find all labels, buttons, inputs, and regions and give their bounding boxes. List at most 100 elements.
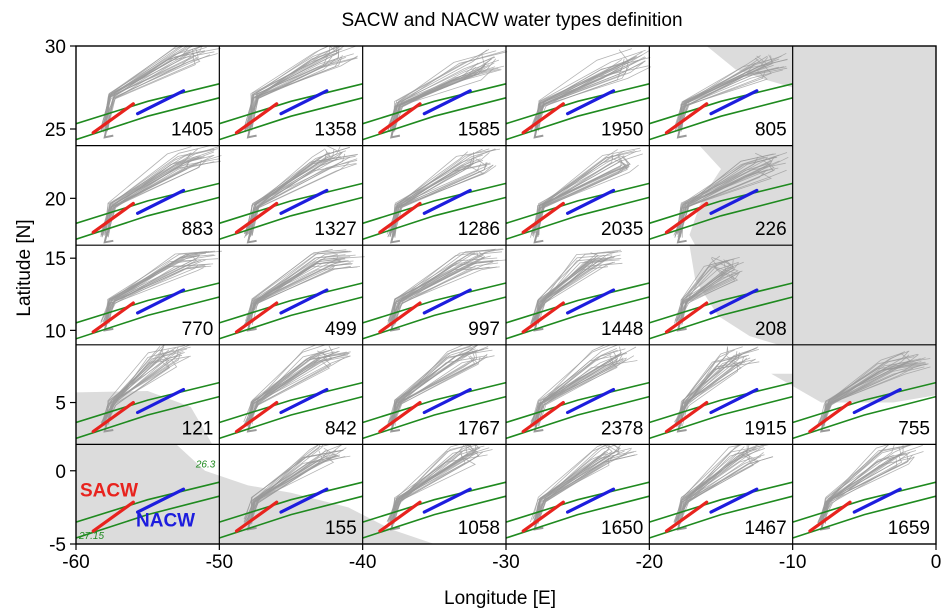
trajectory-line bbox=[251, 156, 351, 236]
nacw-segment bbox=[136, 487, 186, 514]
trajectory-start bbox=[533, 123, 544, 139]
panel-count: 226 bbox=[755, 219, 787, 240]
trajectory-line bbox=[102, 354, 183, 426]
y-tick-label: 5 bbox=[55, 394, 66, 415]
trajectory-line bbox=[103, 46, 184, 126]
trajectory-line bbox=[677, 446, 764, 522]
x-axis-label: Longitude [E] bbox=[444, 588, 556, 609]
trajectory-line bbox=[675, 154, 780, 233]
trajectory-line bbox=[390, 356, 481, 426]
panel-count: 883 bbox=[182, 219, 214, 240]
panel-3-5 bbox=[792, 350, 936, 440]
isopycnal-line bbox=[505, 495, 650, 539]
panel-count: 155 bbox=[325, 518, 357, 539]
panel-count: 1585 bbox=[458, 120, 500, 141]
trajectory-line bbox=[674, 456, 774, 525]
panel-count: 1950 bbox=[601, 120, 643, 141]
isopycnal-line bbox=[792, 481, 936, 523]
sacw-segment bbox=[664, 500, 709, 533]
land-area bbox=[771, 344, 936, 403]
isopycnal-line bbox=[76, 97, 220, 141]
isopycnal-line bbox=[362, 296, 507, 340]
isopycnal-line bbox=[792, 395, 936, 440]
panel-3-4 bbox=[649, 346, 793, 440]
nacw-label: NACW bbox=[136, 510, 195, 531]
isopycnal-label-lower: 27.15 bbox=[78, 531, 104, 542]
x-tick-label: -50 bbox=[206, 552, 233, 573]
panel-0-3 bbox=[505, 48, 652, 141]
trajectory-line bbox=[822, 444, 911, 521]
sacw-segment bbox=[664, 102, 709, 135]
sacw-segment bbox=[521, 500, 565, 533]
trajectory-line bbox=[102, 46, 182, 127]
x-tick-label: -60 bbox=[62, 552, 89, 573]
isopycnal-line bbox=[505, 381, 650, 424]
isopycnal-line bbox=[76, 282, 220, 324]
isopycnal-line bbox=[76, 296, 220, 340]
trajectory-line bbox=[246, 151, 343, 235]
trajectory-line bbox=[537, 344, 620, 422]
trajectory-line bbox=[394, 344, 476, 422]
nacw-segment bbox=[279, 487, 329, 514]
trajectory-line bbox=[245, 265, 335, 326]
trajectory-line bbox=[391, 444, 474, 521]
trajectory-line bbox=[247, 357, 345, 427]
trajectory-line bbox=[537, 453, 628, 524]
trajectory-line bbox=[532, 444, 604, 520]
land-mask bbox=[792, 46, 936, 345]
nacw-segment bbox=[136, 188, 186, 215]
trajectory-line bbox=[391, 148, 483, 233]
trajectory-line bbox=[245, 250, 348, 322]
isopycnal-line bbox=[219, 282, 363, 324]
sacw-segment bbox=[521, 301, 565, 334]
trajectory-line bbox=[675, 263, 739, 323]
trajectory-line bbox=[676, 444, 741, 520]
trajectory-line bbox=[824, 366, 925, 427]
panel-2-0 bbox=[76, 250, 222, 340]
panel-count: 1286 bbox=[458, 219, 500, 240]
trajectory-line bbox=[532, 454, 636, 525]
panel-count: 2035 bbox=[601, 219, 643, 240]
y-tick-label: 15 bbox=[45, 249, 66, 270]
nacw-segment bbox=[709, 487, 759, 514]
trajectory-line bbox=[535, 262, 623, 325]
nacw-segment bbox=[422, 188, 472, 215]
nacw-segment bbox=[136, 388, 186, 415]
panel-4-2 bbox=[362, 444, 507, 539]
sacw-segment bbox=[521, 102, 565, 135]
trajectory-line bbox=[677, 448, 766, 522]
panel-1-2 bbox=[362, 148, 507, 244]
sacw-segment bbox=[664, 201, 709, 234]
isopycnal-line bbox=[505, 395, 650, 440]
trajectory-line bbox=[105, 359, 170, 427]
panel-2-3 bbox=[505, 249, 650, 340]
trajectory-line bbox=[103, 46, 179, 127]
trajectory-line bbox=[530, 149, 618, 233]
nacw-segment bbox=[136, 288, 186, 315]
isopycnal-label-upper: 26.3 bbox=[195, 459, 216, 470]
isopycnal-line bbox=[362, 196, 507, 240]
isopycnal-line bbox=[792, 381, 936, 424]
trajectory-line bbox=[389, 56, 495, 129]
trajectory-line bbox=[393, 355, 479, 426]
trajectory-line bbox=[100, 355, 191, 426]
panels-layer: 1405 1358 1585 1950 805 883 1327 1286 2035 226 770… bbox=[76, 46, 936, 544]
trajectory-line bbox=[681, 259, 730, 322]
nacw-segment bbox=[565, 89, 616, 116]
trajectory-line bbox=[251, 454, 341, 524]
sacw-segment bbox=[234, 401, 279, 434]
trajectory-line bbox=[243, 444, 320, 520]
panel-1-1 bbox=[219, 145, 363, 244]
panel-count: 1327 bbox=[314, 219, 356, 240]
trajectory-line bbox=[104, 356, 190, 426]
trajectory-line bbox=[533, 256, 616, 323]
nacw-segment bbox=[422, 487, 472, 514]
isopycnal-line bbox=[649, 196, 793, 240]
trajectory-line bbox=[247, 356, 320, 426]
trajectory-line bbox=[677, 66, 779, 131]
panel-count: 997 bbox=[468, 319, 500, 340]
land-area bbox=[76, 444, 435, 544]
sacw-segment bbox=[664, 301, 709, 334]
x-tick-label: -30 bbox=[492, 552, 519, 573]
